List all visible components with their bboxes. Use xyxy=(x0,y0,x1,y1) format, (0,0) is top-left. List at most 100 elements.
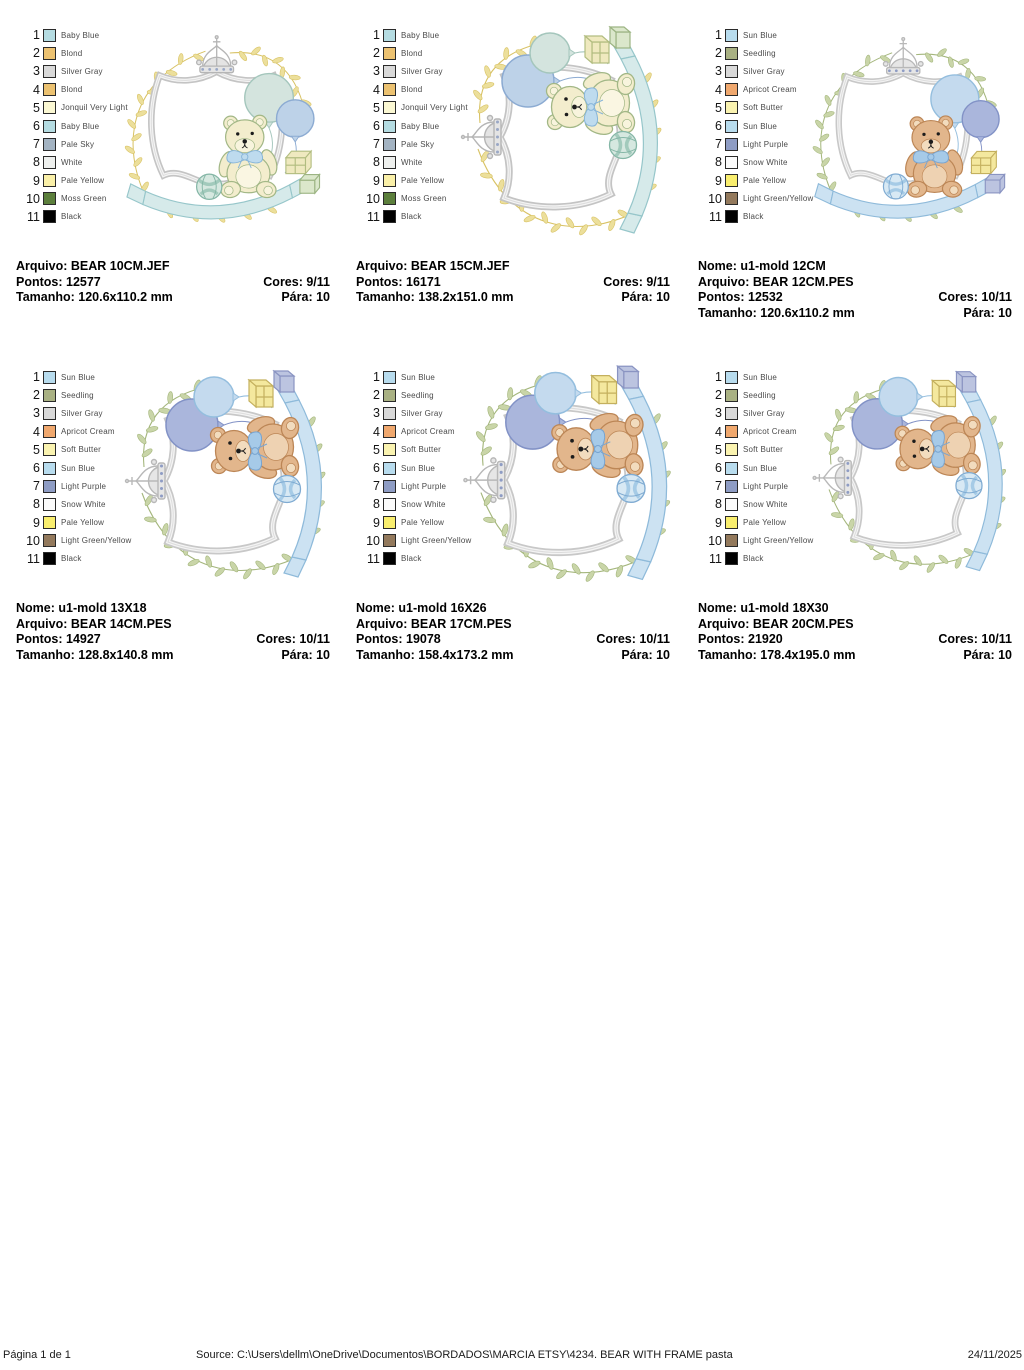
thread-row: 3 Silver Gray xyxy=(18,62,128,80)
thread-row: 4 Apricot Cream xyxy=(358,423,471,441)
thread-number: 11 xyxy=(27,551,40,566)
design-meta-line: Tamanho: 178.4x195.0 mm Pára: 10 xyxy=(698,648,1012,664)
thread-number: 3 xyxy=(373,406,380,421)
thread-color-swatch xyxy=(383,461,396,475)
thread-row: 6 Sun Blue xyxy=(18,459,131,477)
thread-number: 4 xyxy=(373,424,380,439)
meta-pontos: Pontos: 12532 xyxy=(698,290,783,305)
thread-row: 10 Light Green/Yellow xyxy=(700,532,813,550)
thread-color-list: 1 Baby Blue 2 Blond 3 Silver Gray 4 Blond 5 Jonqu… xyxy=(18,26,128,226)
thread-color-swatch xyxy=(43,443,56,457)
thread-row: 11 Black xyxy=(18,550,131,568)
thread-number: 6 xyxy=(33,461,40,476)
thread-row: 11 Black xyxy=(700,550,813,568)
thread-color-swatch xyxy=(725,155,738,169)
meta-cores: Cores: 10/11 xyxy=(938,632,1012,647)
thread-number: 5 xyxy=(373,100,380,115)
thread-number: 10 xyxy=(26,191,40,206)
thread-color-name: Sun Blue xyxy=(61,463,96,473)
thread-row: 2 Blond xyxy=(18,44,128,62)
thread-number: 2 xyxy=(33,388,40,403)
meta-tamanho: Tamanho: 138.2x151.0 mm xyxy=(356,290,514,305)
meta-arquivo: Arquivo: BEAR 17CM.PES xyxy=(356,616,512,631)
thread-row: 10 Light Green/Yellow xyxy=(18,532,131,550)
thread-color-swatch xyxy=(383,497,396,511)
embroidery-design-preview xyxy=(450,19,680,254)
design-meta-line: Tamanho: 120.6x110.2 mm Pára: 10 xyxy=(16,290,330,306)
thread-color-swatch xyxy=(383,137,396,151)
meta-nome: Nome: u1-mold 16X26 xyxy=(356,601,487,615)
thread-color-swatch xyxy=(43,83,56,97)
print-date: 24/11/2025 xyxy=(967,1349,1022,1361)
thread-number: 5 xyxy=(715,442,722,457)
thread-row: 2 Seedling xyxy=(18,386,131,404)
meta-para: Pára: 10 xyxy=(281,647,330,662)
thread-row: 6 Baby Blue xyxy=(358,117,468,135)
thread-color-swatch xyxy=(725,443,738,457)
embroidery-design-preview xyxy=(114,363,344,598)
thread-row: 8 White xyxy=(358,153,468,171)
thread-color-name: Sun Blue xyxy=(61,372,96,382)
thread-row: 8 White xyxy=(18,153,128,171)
thread-color-name: Snow White xyxy=(743,157,788,167)
thread-color-swatch xyxy=(725,552,738,566)
thread-number: 10 xyxy=(26,533,40,548)
thread-row: 8 Snow White xyxy=(700,153,813,171)
thread-row: 1 Baby Blue xyxy=(358,26,468,44)
thread-number: 4 xyxy=(33,424,40,439)
thread-color-swatch xyxy=(43,425,56,439)
meta-nome: Nome: u1-mold 18X30 xyxy=(698,601,829,615)
thread-row: 4 Blond xyxy=(18,81,128,99)
thread-number: 3 xyxy=(33,64,40,79)
page-number: Página 1 de 1 xyxy=(3,1349,71,1361)
design-meta-line: Nome: u1-mold 16X26 xyxy=(356,601,670,617)
thread-color-name: Snow White xyxy=(401,499,446,509)
thread-number: 10 xyxy=(366,533,380,548)
thread-color-swatch xyxy=(725,370,738,384)
thread-number: 3 xyxy=(715,64,722,79)
meta-tamanho: Tamanho: 128.8x140.8 mm xyxy=(16,647,174,662)
thread-number: 10 xyxy=(708,533,722,548)
thread-number: 2 xyxy=(715,46,722,61)
thread-row: 10 Light Green/Yellow xyxy=(700,190,813,208)
thread-row: 9 Pale Yellow xyxy=(700,514,813,532)
thread-color-name: Seedling xyxy=(401,390,434,400)
teddy-bear-crest-graphic xyxy=(812,36,1006,222)
thread-row: 11 Black xyxy=(358,208,468,226)
design-metadata: Arquivo: BEAR 10CM.JEF Pontos: 12577 Cores… xyxy=(16,259,330,306)
thread-color-swatch xyxy=(383,425,396,439)
thread-row: 10 Light Green/Yellow xyxy=(358,532,471,550)
thread-number: 1 xyxy=(373,28,380,43)
thread-color-swatch xyxy=(43,28,56,42)
thread-number: 2 xyxy=(373,46,380,61)
design-meta-line: Pontos: 19078 Cores: 10/11 xyxy=(356,632,670,648)
thread-row: 7 Pale Sky xyxy=(18,135,128,153)
meta-pontos: Pontos: 16171 xyxy=(356,274,441,289)
design-meta-line: Tamanho: 138.2x151.0 mm Pára: 10 xyxy=(356,290,670,306)
thread-color-name: Black xyxy=(61,554,82,564)
thread-color-name: Light Green/Yellow xyxy=(743,536,814,546)
design-meta-line: Arquivo: BEAR 20CM.PES xyxy=(698,617,1012,633)
thread-row: 6 Sun Blue xyxy=(700,117,813,135)
design-metadata: Arquivo: BEAR 15CM.JEF Pontos: 16171 Cores… xyxy=(356,259,670,306)
design-cell-2: 1 Baby Blue 2 Blond 3 Silver Gray 4 Blond 5 Jonqu… xyxy=(354,20,688,362)
thread-row: 9 Pale Yellow xyxy=(358,514,471,532)
thread-number: 6 xyxy=(33,119,40,134)
design-meta-line: Pontos: 14927 Cores: 10/11 xyxy=(16,632,330,648)
teddy-bear-crest-graphic xyxy=(124,35,321,223)
thread-color-swatch xyxy=(383,101,396,115)
thread-number: 7 xyxy=(715,479,722,494)
thread-row: 9 Pale Yellow xyxy=(18,514,131,532)
thread-number: 4 xyxy=(715,82,722,97)
thread-color-name: Soft Butter xyxy=(401,445,441,455)
thread-color-swatch xyxy=(43,516,56,530)
thread-color-name: Soft Butter xyxy=(743,445,783,455)
thread-row: 10 Moss Green xyxy=(358,190,468,208)
thread-color-swatch xyxy=(725,174,738,188)
thread-row: 7 Light Purple xyxy=(700,135,813,153)
meta-cores: Cores: 10/11 xyxy=(256,632,330,647)
thread-color-name: Light Green/Yellow xyxy=(743,194,814,204)
thread-color-name: Baby Blue xyxy=(401,30,440,40)
thread-row: 5 Jonquil Very Light xyxy=(358,99,468,117)
thread-color-name: Light Green/Yellow xyxy=(61,536,132,546)
